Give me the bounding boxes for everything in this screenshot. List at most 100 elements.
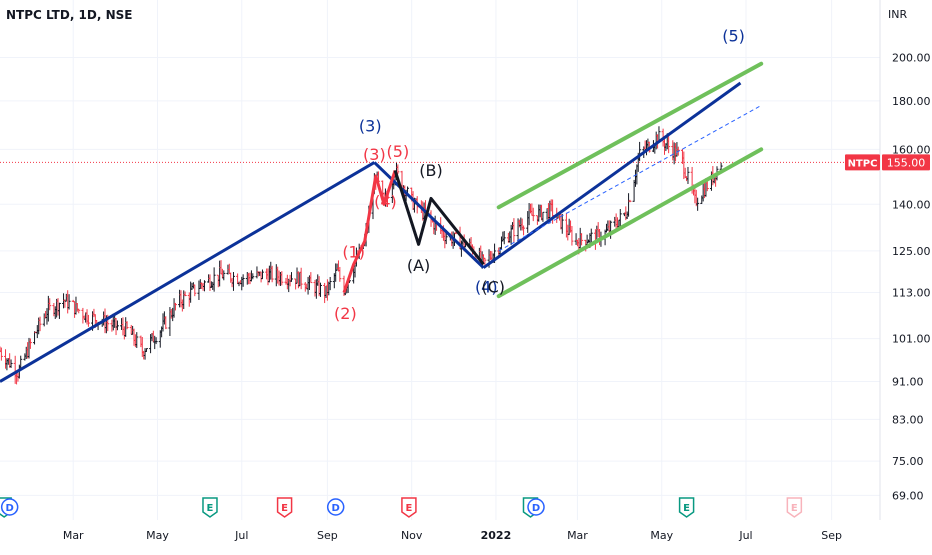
ohlc-bar <box>154 337 158 345</box>
wave-label: (4) <box>475 277 498 296</box>
ohlc-bar <box>618 209 622 227</box>
ohlc-bar <box>48 298 52 311</box>
wave-label: (B) <box>419 161 442 180</box>
event-marker-letter: E <box>791 503 798 514</box>
event-marker-letter: E <box>207 503 214 514</box>
grid <box>0 0 880 520</box>
event-markers[interactable]: EDEEDEEDEE <box>0 497 803 518</box>
ohlc-bar <box>115 320 119 331</box>
ohlc-bar <box>125 321 129 330</box>
ohlc-bar <box>319 282 323 297</box>
event-marker-letter: E <box>281 503 288 514</box>
y-tick-label: 160.00 <box>892 143 931 156</box>
wave-label: (4) <box>374 192 397 211</box>
x-tick-label: May <box>650 529 673 542</box>
ohlc-bar <box>299 267 303 290</box>
wave-3-line <box>0 161 376 383</box>
impulse-red-line <box>342 169 397 293</box>
ohlc-bar <box>580 233 584 246</box>
y-tick-label: 83.00 <box>892 413 924 426</box>
dividend-marker-icon <box>326 498 345 516</box>
wave-5-line <box>482 81 742 269</box>
abc-correction-line <box>393 169 485 266</box>
earnings-marker-icon <box>678 497 695 518</box>
ohlc-bar <box>77 308 81 314</box>
ohlc-bar <box>502 231 506 245</box>
earnings-marker-icon <box>401 497 417 518</box>
ohlc-bar <box>512 218 516 243</box>
ohlc-bar <box>667 135 671 154</box>
ohlc-bar <box>589 228 593 244</box>
price-tag-bg <box>882 154 930 171</box>
wave-label: (C) <box>481 277 505 296</box>
ohlc-bar <box>696 197 700 211</box>
dividend-marker-icon <box>527 498 545 516</box>
ohlc-bar <box>173 302 177 311</box>
wave-label: (2) <box>334 304 357 323</box>
event-marker-letter: D <box>332 503 340 514</box>
ohlc-bar <box>270 265 274 283</box>
x-tick-label: Jul <box>738 529 752 542</box>
ohlc-bar <box>260 269 264 280</box>
x-tick-label: May <box>146 529 169 542</box>
wave-label: (3) <box>359 117 382 136</box>
ohlc-bar <box>522 225 526 236</box>
ohlc-bar <box>638 141 642 162</box>
ohlc-bar <box>241 274 245 287</box>
x-tick-label: 2022 <box>481 529 512 542</box>
ohlc-bar <box>86 314 90 327</box>
event-marker-letter: D <box>532 503 540 514</box>
ohlc-bar <box>202 280 206 292</box>
channel-mid-dashed-line <box>498 105 762 252</box>
x-tick-label: Mar <box>567 529 588 542</box>
ohlc-bar <box>28 338 32 349</box>
ohlc-bar <box>38 316 42 332</box>
ohlc-bar <box>328 276 332 291</box>
wave-label: (A) <box>407 256 430 275</box>
symbol-tag-bg <box>845 154 880 171</box>
x-tick-label: Mar <box>63 529 84 542</box>
ohlc-bar <box>396 164 400 175</box>
ohlc-bar <box>289 272 293 282</box>
ohlc-bar <box>164 316 168 330</box>
ohlc-bar <box>33 331 37 345</box>
symbol-title[interactable]: NTPC LTD, 1D, NSE <box>6 8 133 22</box>
ohlc-bar <box>135 332 139 348</box>
ohlc-bar <box>570 226 574 246</box>
ohlc-bar <box>541 211 545 222</box>
ohlc-bar <box>231 272 235 291</box>
y-tick-label: 180.00 <box>892 95 931 108</box>
event-marker-letter: D <box>6 503 14 514</box>
drawing-tools[interactable] <box>0 61 880 383</box>
channel-upper-line <box>496 61 764 210</box>
ohlc-bar <box>193 284 197 297</box>
symbol-tag-label: NTPC <box>848 158 878 169</box>
dividend-marker-icon <box>0 498 19 516</box>
ohlc-bar <box>67 294 71 310</box>
ohlc-bar <box>628 199 632 203</box>
ohlc-bar <box>686 166 690 184</box>
y-tick-label: 91.00 <box>892 376 924 389</box>
ohlc-bar <box>338 266 342 282</box>
y-tick-label: 101.00 <box>892 333 931 346</box>
axes: 200.00 180.00 160.00 140.00 125.00 113.00 101.… <box>63 0 931 542</box>
wave-label: (5) <box>387 142 410 161</box>
x-tick-label: Sep <box>317 529 338 542</box>
wave-label: (1) <box>342 243 365 262</box>
wave-label: (5) <box>722 26 745 45</box>
channel-lower-line <box>496 147 764 299</box>
ohlc-bar <box>0 347 3 361</box>
earnings-marker-icon <box>786 497 803 518</box>
ohlc-bar <box>280 271 284 286</box>
earnings-marker-icon <box>276 497 293 518</box>
event-marker-letter: E <box>683 503 690 514</box>
currency-label: INR <box>888 8 908 21</box>
ohlc-bar <box>9 359 13 368</box>
x-tick-label: Nov <box>401 529 423 542</box>
wave-labels: (3)(3) (5)(4)(1)(2)(B)(A)(4)(C)(5) <box>334 26 745 322</box>
y-tick-label: 140.00 <box>892 198 931 211</box>
ohlc-bar <box>57 302 61 319</box>
ohlc-bar <box>531 207 535 222</box>
